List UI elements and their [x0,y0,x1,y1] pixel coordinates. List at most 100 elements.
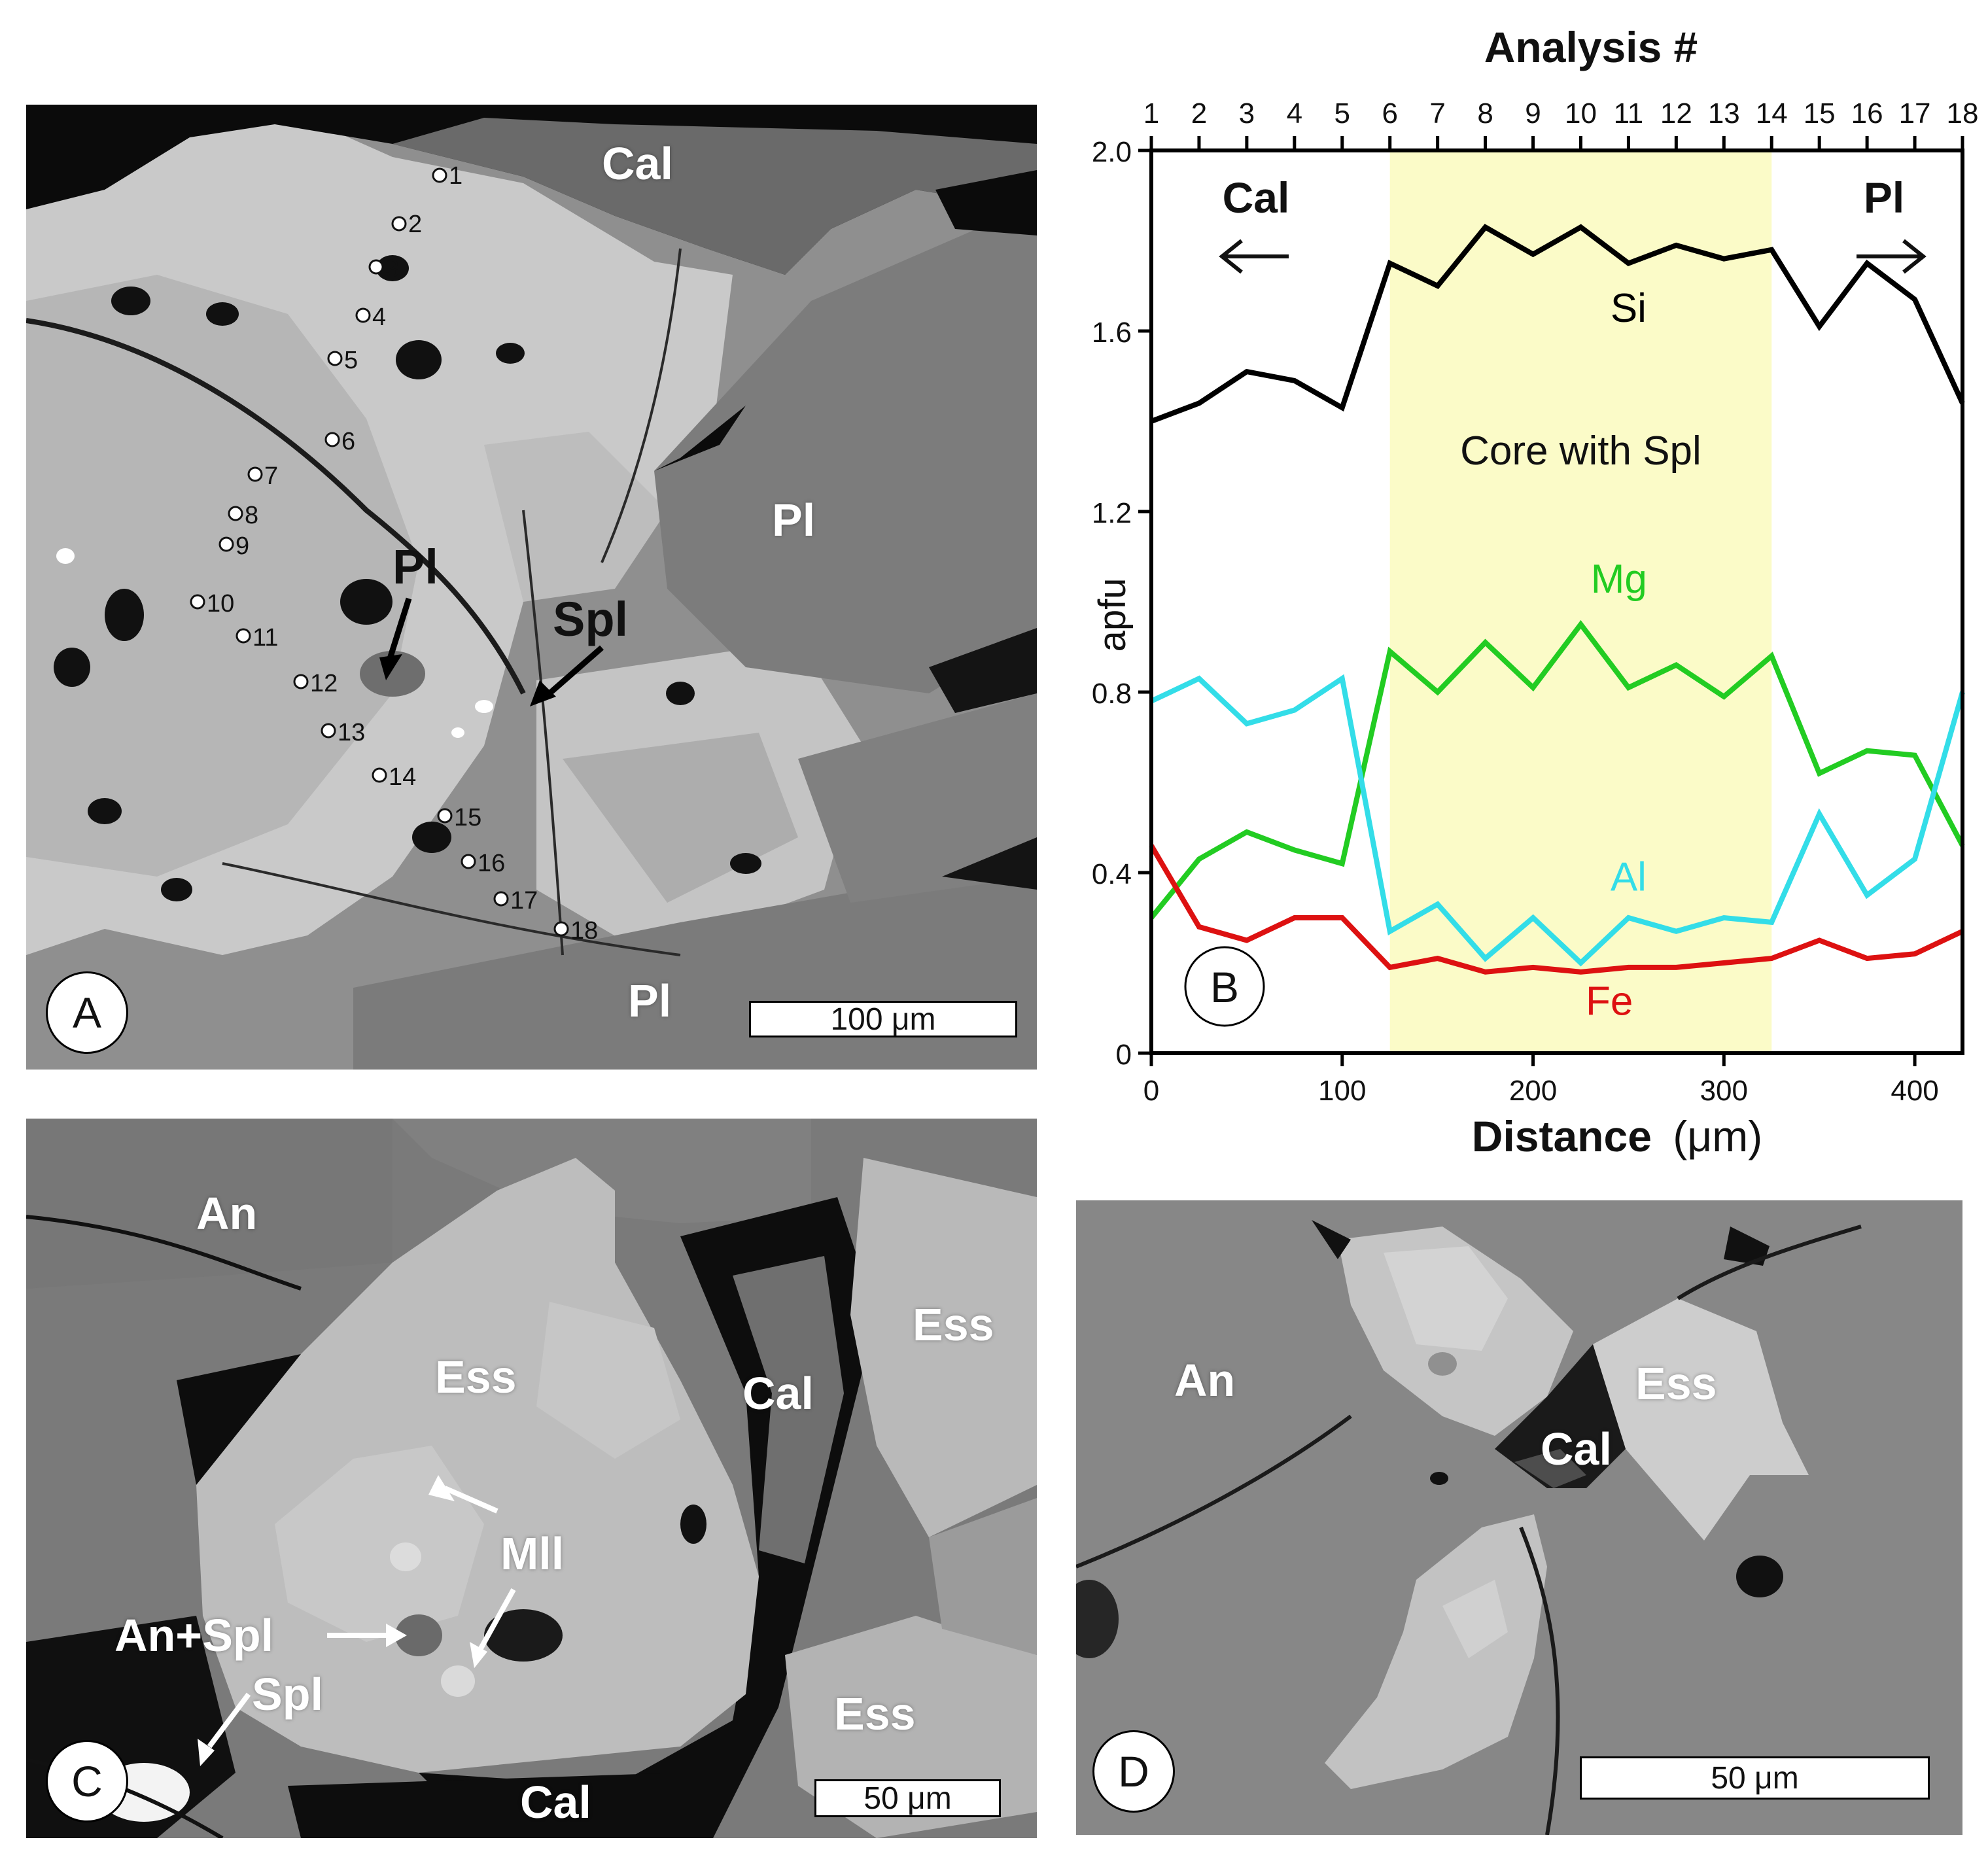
series-label-al: Al [1611,855,1647,900]
analysis-number-label: 5 [1334,97,1350,130]
spot-label: 17 [510,887,538,914]
spot-label: 13 [338,719,366,746]
scale-bar-c: 50 μm [814,1779,1001,1817]
panel-d-micrograph [1076,1200,1962,1835]
panel-letter-c: C [46,1740,128,1822]
y-tick-label: 0.8 [1092,678,1132,710]
series-line-mg [1149,619,1965,920]
spot-label: 3 [385,255,400,283]
x-tick-label: 200 [1509,1075,1557,1107]
analysis-number-label: 12 [1660,97,1692,130]
panel-letter-b: B [1184,946,1265,1027]
analysis-number-label: 3 [1239,97,1255,130]
label-cal: Cal [1541,1423,1612,1474]
plot-frame [1149,148,1964,1055]
arrow-left [1219,239,1289,274]
label-ess-right-top: Ess [913,1299,994,1350]
spot-label: 1 [449,162,463,190]
chart-ylabel: apfu [1091,578,1134,652]
panel-letter-a: A [46,971,128,1054]
label-an-spl: An+Spl [114,1610,274,1661]
analysis-number-label: 15 [1804,97,1836,130]
label-an: An [1174,1355,1236,1406]
analysis-number-label: 17 [1899,97,1931,130]
panel-letter-d: D [1092,1730,1175,1813]
analysis-number-label: 10 [1565,97,1597,130]
analysis-spots [190,167,569,937]
scale-bar-d: 50 μm [1580,1756,1930,1800]
series-line-si [1150,224,1965,424]
panel-c-bse-image: An Ess Ess Ess Cal Cal Mll An+Spl Spl C … [26,1119,1037,1838]
chart-xlabel-unit: (μm) [1673,1112,1762,1160]
highlight-band [1389,150,1772,1053]
series-label-si: Si [1611,286,1647,331]
analysis-number-label: 2 [1191,97,1207,130]
analysis-number-label: 11 [1614,97,1644,130]
analysis-number-label: 1 [1143,97,1159,130]
analysis-number-label: 4 [1287,97,1302,130]
label-an: An [196,1188,258,1239]
chart-xlabel: Distance (μm) [1472,1112,1762,1160]
label-cal-bottom: Cal [520,1777,591,1828]
series-line-fe [1149,844,1964,975]
label-spl: Spl [252,1669,323,1720]
svg-text:B: B [1210,963,1239,1011]
analysis-number-label: 6 [1382,97,1397,130]
analysis-number-label: 9 [1525,97,1541,130]
spot-label: 18 [570,917,599,945]
y-tick-label: 1.2 [1092,497,1132,529]
analysis-number-label: 14 [1756,97,1788,130]
spot-label: 16 [478,850,506,877]
y-tick-label: 2.0 [1092,136,1132,168]
analysis-number-label: 7 [1429,97,1445,130]
spot-label: 7 [264,462,279,490]
y-tick-label: 1.6 [1092,317,1132,349]
spot-label: 2 [408,211,423,238]
x-tick-label: 300 [1700,1075,1748,1107]
spot-label: 5 [344,347,358,374]
label-pl-bottom: Pl [628,975,672,1026]
spot-label: 10 [207,590,235,618]
analysis-number-label: 18 [1947,97,1979,130]
highlight-label: Core with Spl [1460,428,1701,474]
spot-label: 12 [310,670,338,697]
analysis-number-label: 16 [1851,97,1883,130]
panel-d-bse-image: An Ess Cal D 50 μm [1076,1200,1962,1835]
series-label-fe: Fe [1586,979,1633,1024]
spot-label: 15 [454,804,482,831]
label-cal: Cal [602,138,673,189]
panel-a-bse-image: Cal Pl Pl Pl Spl 1 2 3 4 5 6 7 8 9 10 11… [26,105,1037,1070]
spot-label: 11 [253,624,279,652]
label-cal-mid: Cal [742,1368,814,1419]
spot-label: 9 [235,532,250,560]
analysis-number-label: 13 [1708,97,1740,130]
scale-bar-a: 100 μm [749,1001,1017,1037]
spot-label: 4 [372,304,387,331]
x-tick-label: 400 [1891,1075,1938,1107]
series-label-mg: Mg [1591,557,1647,602]
y-tick-label: 0.4 [1092,858,1132,890]
label-mll: Mll [500,1528,565,1579]
panel-a-micrograph [26,105,1037,1070]
panel-c-micrograph [26,1119,1037,1838]
label-ess-right-bottom: Ess [834,1688,916,1739]
spot-label: 14 [389,763,417,791]
y-tick-label: 0 [1116,1039,1132,1071]
chart-title: Analysis # [1484,23,1698,71]
label-pl-top: Pl [772,495,816,546]
side-label-pl: Pl [1864,173,1904,222]
side-label-cal: Cal [1223,173,1290,222]
analysis-number-label: 8 [1477,97,1493,130]
label-spl: Spl [553,592,629,646]
chart-xlabel-bold: Distance [1472,1112,1652,1160]
label-ess: Ess [1635,1358,1717,1409]
spot-label: 6 [341,428,356,455]
x-tick-label: 0 [1143,1075,1159,1107]
series-line-al [1150,674,1965,967]
label-ess-main: Ess [435,1351,517,1402]
label-pl-inclusion: Pl [392,540,438,594]
arrow-right [1857,239,1927,274]
spot-label: 8 [245,502,259,529]
x-tick-label: 100 [1318,1075,1366,1107]
